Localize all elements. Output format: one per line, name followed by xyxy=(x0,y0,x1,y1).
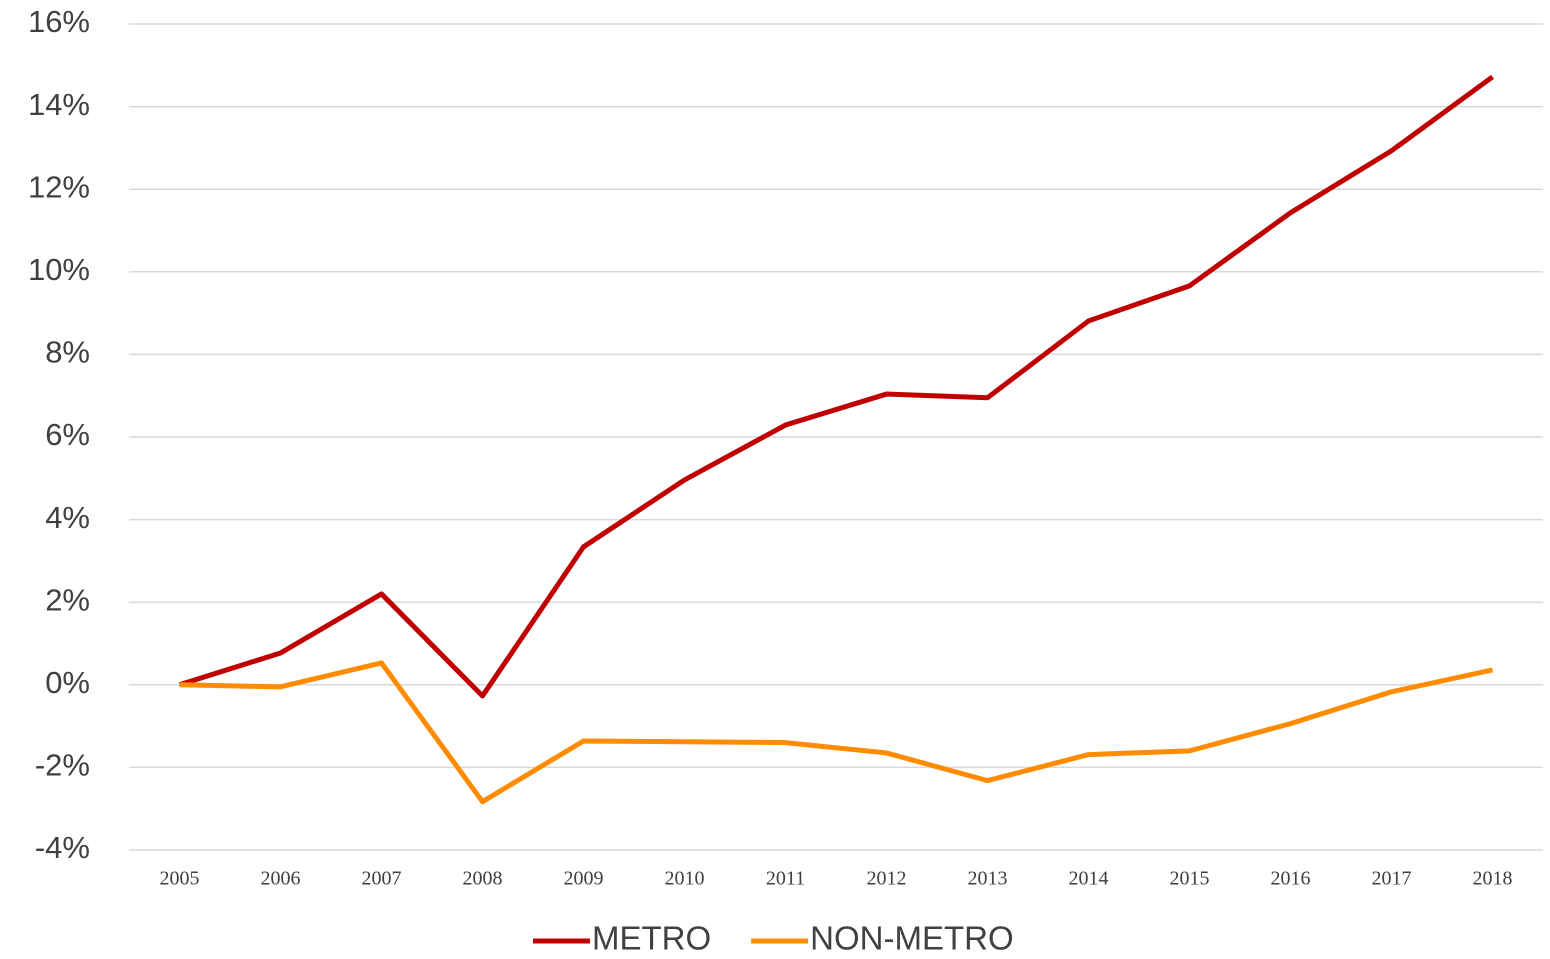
y-tick-label: 16% xyxy=(28,4,90,39)
x-tick-label: 2012 xyxy=(867,868,907,890)
y-tick-label: 2% xyxy=(45,582,90,617)
y-tick-label: 10% xyxy=(28,252,90,287)
y-tick-label: -4% xyxy=(35,830,90,865)
y-tick-label: 8% xyxy=(45,335,90,370)
x-tick-label: 2006 xyxy=(261,868,301,890)
x-tick-label: 2011 xyxy=(766,868,805,890)
y-tick-label: 12% xyxy=(28,169,90,204)
x-tick-label: 2007 xyxy=(362,868,402,890)
line-series xyxy=(179,660,1494,805)
x-tick-label: 2009 xyxy=(564,868,604,890)
x-tick-label: 2015 xyxy=(1170,868,1210,890)
x-tick-label: 2014 xyxy=(1069,868,1109,890)
x-tick-label: 2010 xyxy=(665,868,705,890)
legend-label: METRO xyxy=(592,920,711,957)
x-tick-label: 2017 xyxy=(1372,868,1412,890)
x-tick-label: 2008 xyxy=(463,868,503,890)
x-tick-label: 2005 xyxy=(160,868,200,890)
y-tick-label: 14% xyxy=(28,87,90,122)
x-tick-label: 2018 xyxy=(1473,868,1513,890)
y-tick-label: 0% xyxy=(45,665,90,700)
y-tick-label: 6% xyxy=(45,417,90,452)
y-tick-label: 4% xyxy=(45,500,90,535)
x-tick-label: 2016 xyxy=(1271,868,1311,890)
legend-label: NON-METRO xyxy=(810,920,1013,957)
line-series xyxy=(178,74,1494,699)
y-tick-label: -2% xyxy=(35,748,90,783)
x-tick-label: 2013 xyxy=(968,868,1008,890)
